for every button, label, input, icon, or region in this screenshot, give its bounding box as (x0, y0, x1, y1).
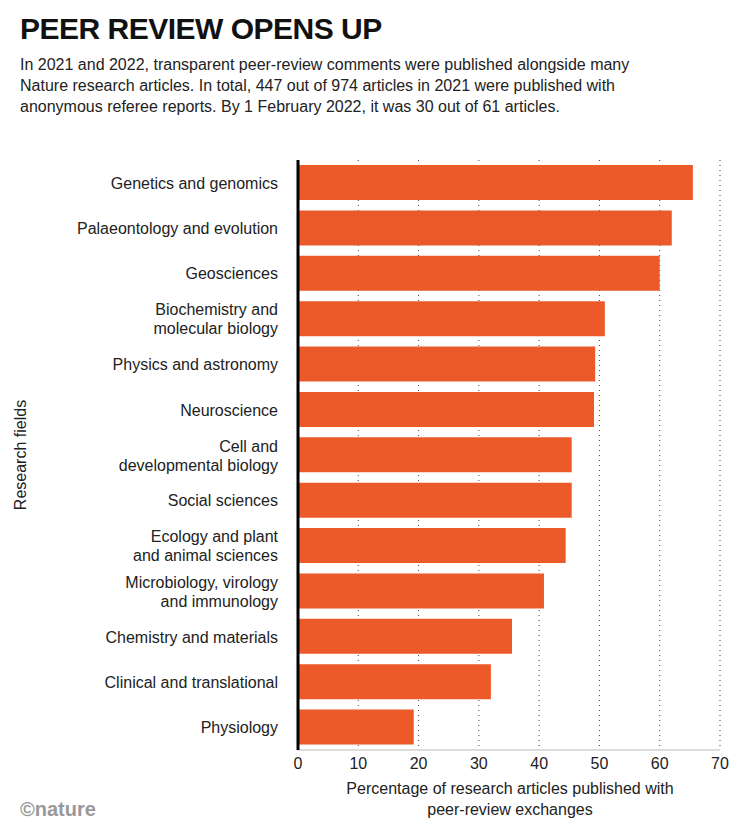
svg-text:Ecology and plantand animal sc: Ecology and plantand animal sciences (133, 528, 279, 564)
svg-text:Social sciences: Social sciences (168, 492, 278, 509)
svg-text:Genetics and genomics: Genetics and genomics (111, 174, 278, 191)
svg-text:Biochemistry andmolecular biol: Biochemistry andmolecular biology (153, 301, 278, 337)
svg-text:Research fields: Research fields (12, 400, 29, 510)
svg-text:Neuroscience: Neuroscience (180, 401, 278, 418)
svg-text:70: 70 (711, 755, 729, 772)
svg-text:30: 30 (470, 755, 488, 772)
html-text:Percentage of research article: Percentage of research articles publishe… (346, 780, 674, 818)
svg-text:0: 0 (294, 755, 303, 772)
svg-text:Cell anddevelopmental biology: Cell anddevelopmental biology (119, 437, 278, 473)
svg-text:Chemistry and materials: Chemistry and materials (106, 628, 279, 645)
svg-text:Geosciences: Geosciences (186, 265, 279, 282)
html-text:PEER REVIEW OPENS UP: PEER REVIEW OPENS UP (20, 12, 382, 45)
html-text:In 2021 and 2022, transparent: In 2021 and 2022, transparent peer-revie… (20, 56, 630, 115)
svg-text:50: 50 (591, 755, 609, 772)
html-text:©nature: ©nature (20, 798, 96, 820)
svg-text:10: 10 (349, 755, 367, 772)
svg-text:Microbiology, virologyand immu: Microbiology, virologyand immunology (125, 573, 278, 609)
svg-text:20: 20 (410, 755, 428, 772)
svg-text:40: 40 (530, 755, 548, 772)
svg-text:Physics and astronomy: Physics and astronomy (113, 356, 278, 373)
svg-text:60: 60 (651, 755, 669, 772)
svg-text:Clinical and translational: Clinical and translational (105, 673, 278, 690)
svg-text:Physiology: Physiology (201, 719, 278, 736)
svg-text:Palaeontology and evolution: Palaeontology and evolution (77, 220, 278, 237)
